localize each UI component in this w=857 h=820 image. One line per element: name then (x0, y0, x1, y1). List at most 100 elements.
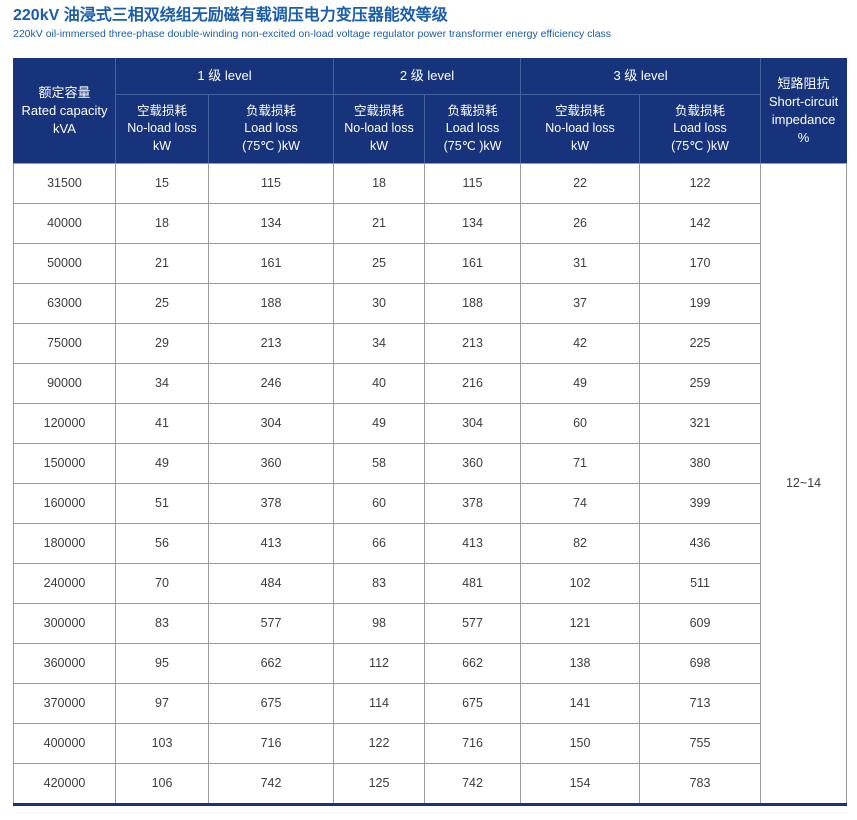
cell-loss-value: 716 (424, 722, 522, 764)
cell-loss-value: 21 (333, 202, 426, 244)
cell-loss-value: 199 (639, 282, 762, 324)
cell-loss-value: 188 (207, 282, 335, 324)
cell-loss-value: 360 (207, 442, 335, 484)
cell-loss-value: 34 (115, 362, 209, 404)
cell-loss-value: 378 (207, 482, 335, 524)
cell-rated-capacity: 40000 (13, 202, 116, 244)
cell-rated-capacity: 63000 (13, 282, 116, 324)
cell-loss-value: 95 (115, 642, 209, 684)
cell-loss-value: 399 (639, 482, 762, 524)
cell-rated-capacity: 240000 (13, 562, 116, 604)
cell-loss-value: 511 (639, 562, 762, 604)
cell-loss-value: 742 (207, 762, 335, 805)
cell-loss-value: 74 (520, 482, 641, 524)
cell-loss-value: 142 (639, 202, 762, 244)
cell-loss-value: 188 (424, 282, 522, 324)
cell-loss-value: 481 (424, 562, 522, 604)
cell-loss-value: 60 (520, 402, 641, 444)
table-row: 31500 15 115 18 115 22 122 12~14 (13, 162, 848, 805)
cell-loss-value: 26 (520, 202, 641, 244)
cell-loss-value: 15 (115, 162, 209, 204)
cell-loss-value: 225 (639, 322, 762, 364)
table-row: 420000 106 742 125 742 154 783 (13, 762, 847, 805)
cell-loss-value: 51 (115, 482, 209, 524)
table-row: 160000 51 378 60 378 74 399 (13, 482, 847, 524)
cell-loss-value: 698 (639, 642, 762, 684)
page-subtitle: 220kV oil-immersed three-phase double-wi… (13, 28, 612, 41)
cell-loss-value: 25 (333, 242, 426, 284)
cell-loss-value: 484 (207, 562, 335, 604)
cell-loss-value: 783 (639, 762, 762, 805)
cell-loss-value: 49 (333, 402, 426, 444)
cell-loss-value: 154 (520, 762, 641, 805)
cell-loss-value: 102 (520, 562, 641, 604)
cell-loss-value: 21 (115, 242, 209, 284)
cell-loss-value: 161 (207, 242, 335, 284)
cell-loss-value: 216 (424, 362, 522, 404)
cell-loss-value: 170 (639, 242, 762, 284)
cell-loss-value: 103 (115, 722, 209, 764)
cell-loss-value: 360 (424, 442, 522, 484)
cell-loss-value: 213 (207, 322, 335, 364)
cell-loss-value: 436 (639, 522, 762, 564)
group-header-level-1: 1 级 level (114, 57, 335, 95)
table-row: 360000 95 662 112 662 138 698 (13, 642, 847, 684)
cell-loss-value: 56 (115, 522, 209, 564)
cell-loss-value: 413 (207, 522, 335, 564)
table-row: 90000 34 246 40 216 49 259 (13, 362, 847, 404)
group-header-level-3: 3 级 level (520, 57, 762, 95)
cell-loss-value: 37 (520, 282, 641, 324)
cell-loss-value: 29 (115, 322, 209, 364)
cell-loss-value: 141 (520, 682, 641, 724)
col-header-no-load-loss-3: 空载损耗 No-load loss kW (520, 93, 641, 164)
cell-loss-value: 115 (207, 162, 335, 204)
cell-loss-value: 138 (520, 642, 641, 684)
cell-loss-value: 49 (520, 362, 641, 404)
cell-rated-capacity: 90000 (13, 362, 116, 404)
cell-loss-value: 713 (639, 682, 762, 724)
cell-rated-capacity: 75000 (13, 322, 116, 364)
table-row: 180000 56 413 66 413 82 436 (13, 522, 847, 564)
cell-loss-value: 25 (115, 282, 209, 324)
cell-loss-value: 30 (333, 282, 426, 324)
table-row: 240000 70 484 83 481 102 511 (13, 562, 847, 604)
cell-loss-value: 41 (115, 402, 209, 444)
cell-loss-value: 42 (520, 322, 641, 364)
cell-rated-capacity: 120000 (13, 402, 116, 444)
cell-loss-value: 378 (424, 482, 522, 524)
cell-loss-value: 609 (639, 602, 762, 644)
cell-loss-value: 577 (207, 602, 335, 644)
cell-loss-value: 66 (333, 522, 426, 564)
cell-loss-value: 134 (424, 202, 522, 244)
cell-loss-value: 304 (424, 402, 522, 444)
cell-rated-capacity: 50000 (13, 242, 116, 284)
cell-rated-capacity: 180000 (13, 522, 116, 564)
col-header-load-loss-1: 负载损耗 Load loss (75℃ )kW (207, 93, 335, 164)
cell-loss-value: 18 (115, 202, 209, 244)
cell-impedance-value: 12~14 (760, 162, 848, 805)
cell-loss-value: 71 (520, 442, 641, 484)
cell-loss-value: 40 (333, 362, 426, 404)
cell-loss-value: 83 (115, 602, 209, 644)
cell-loss-value: 121 (520, 602, 641, 644)
cell-loss-value: 22 (520, 162, 641, 204)
cell-loss-value: 161 (424, 242, 522, 284)
cell-loss-value: 577 (424, 602, 522, 644)
col-header-no-load-loss-2: 空载损耗 No-load loss kW (333, 93, 426, 164)
cell-loss-value: 716 (207, 722, 335, 764)
cell-loss-value: 662 (207, 642, 335, 684)
cell-loss-value: 134 (207, 202, 335, 244)
cell-rated-capacity: 31500 (13, 162, 116, 204)
cell-loss-value: 115 (424, 162, 522, 204)
col-header-load-loss-3: 负载损耗 Load loss (75℃ )kW (639, 93, 762, 164)
cell-loss-value: 82 (520, 522, 641, 564)
cell-loss-value: 58 (333, 442, 426, 484)
cell-loss-value: 83 (333, 562, 426, 604)
cell-rated-capacity: 400000 (13, 722, 116, 764)
cell-loss-value: 98 (333, 602, 426, 644)
cell-loss-value: 97 (115, 682, 209, 724)
cell-loss-value: 246 (207, 362, 335, 404)
table-row: 120000 41 304 49 304 60 321 (13, 402, 847, 444)
efficiency-table: 额定容量 Rated capacity kVA 1 级 level 2 级 le… (13, 57, 848, 806)
cell-loss-value: 122 (333, 722, 426, 764)
